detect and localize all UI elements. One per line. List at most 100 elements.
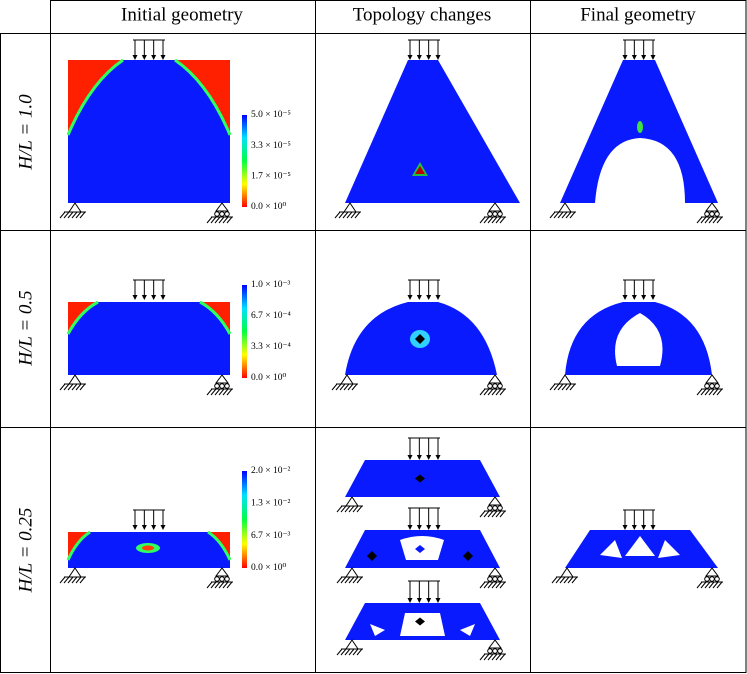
hatch [335,383,342,391]
colorbar-label: 1.7 × 10⁻⁵ [251,172,291,182]
pin-support [336,496,363,513]
hatch [63,211,70,219]
arrow-head [151,525,157,530]
support [560,567,574,578]
colorbar-label: 3.3 × 10⁻⁵ [251,141,291,151]
pin-support [551,567,578,584]
arrow-head [416,55,422,60]
hatch [483,510,490,518]
roller [487,648,493,654]
hatch [696,216,703,224]
arrow-head [416,455,422,460]
arrow-head [435,598,441,603]
colorbar-label: 0.0 × 10⁰ [251,563,286,573]
hatch [206,388,213,396]
pin-support [59,374,86,391]
roller [497,505,503,511]
roller-support [479,496,506,518]
domain [345,530,500,568]
arrow-head [407,455,413,460]
hatch [716,216,723,224]
roller [714,383,720,389]
roller [492,211,498,217]
hatch [708,216,715,224]
hatch [487,653,494,661]
arrow-head [650,295,656,300]
hatch [71,211,78,219]
hatch [569,211,576,219]
load-arrows [132,39,166,60]
hatch [356,505,363,513]
arrow-head [641,525,647,530]
hotspot [367,551,377,561]
arrow-head [141,55,147,60]
arrow-head [631,525,637,530]
hatch [222,581,229,589]
roller [492,505,498,511]
row-label: H/L = 0.25 [15,508,36,594]
hatch [226,388,233,396]
hatch [559,576,566,584]
hatch [350,211,357,219]
hatch [696,581,703,589]
hatch [210,581,217,589]
roller [487,576,493,582]
arrow-head [650,55,656,60]
hotspot [415,334,425,344]
arrow-head [416,525,422,530]
load-arrows [132,509,166,530]
pin-support [549,374,576,391]
arrow-head [151,295,157,300]
arrow-head [407,55,413,60]
arrow-head [622,525,628,530]
hatch [483,388,490,396]
support [215,202,229,212]
arrow-head [435,455,441,460]
hatch [75,576,82,584]
roller-support [696,374,723,396]
row-label: H/L = 0.5 [15,290,36,366]
hatch [75,211,82,219]
arrow-head [160,295,166,300]
arrow-head [631,55,637,60]
hatch [218,388,225,396]
hatch [499,216,506,224]
stress-high [175,60,230,135]
hatch [557,211,564,219]
hatch [336,648,343,656]
hatch [338,211,345,219]
colorbar-label: 0.0 × 10⁰ [251,202,286,212]
hatch [700,388,707,396]
hotspot [415,166,425,174]
hatch [348,505,355,513]
roller [497,211,503,217]
hatch [346,211,353,219]
hatch [495,510,502,518]
hatch [716,581,723,589]
hatch [59,211,66,219]
colorbar [242,115,247,207]
hatch [344,576,351,584]
hatch [483,653,490,661]
hatch [549,383,556,391]
roller-support [696,202,723,224]
hatch [479,581,486,589]
roller [704,383,710,389]
roller [704,211,710,217]
support [705,202,719,212]
arrow-head [407,295,413,300]
arrow-head [132,295,138,300]
hatch [565,211,572,219]
arrow-head [160,525,166,530]
hatch [487,216,494,224]
roller [224,211,230,217]
hatch [218,581,225,589]
hatch [479,510,486,518]
stress-high [200,302,230,334]
arrow-head [426,598,432,603]
arrow-head [141,295,147,300]
hatch [222,388,229,396]
hatch [708,581,715,589]
hatch [226,216,233,224]
load-arrows [407,580,441,603]
